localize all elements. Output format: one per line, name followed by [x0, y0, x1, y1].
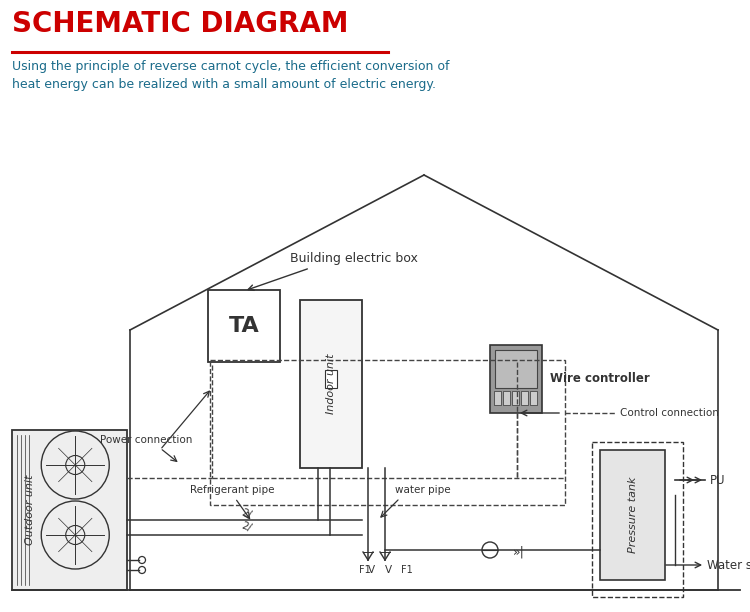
Text: 2/: 2/ [240, 521, 253, 534]
Text: Outdoor unit: Outdoor unit [25, 475, 35, 545]
Bar [495, 350, 537, 388]
Bar [208, 290, 280, 362]
Text: Wire controller: Wire controller [550, 373, 650, 386]
Bar [503, 391, 510, 405]
Text: Pressure tank: Pressure tank [628, 477, 638, 553]
Bar [325, 370, 337, 388]
Text: Control connection: Control connection [620, 408, 718, 418]
Bar [521, 391, 528, 405]
Text: V: V [368, 565, 374, 575]
Text: Refrigerant pipe: Refrigerant pipe [190, 485, 274, 495]
Bar [300, 300, 362, 468]
Bar [494, 391, 501, 405]
Text: F1: F1 [359, 565, 370, 575]
Bar [512, 391, 519, 405]
Bar [210, 360, 565, 505]
Text: 2/: 2/ [240, 507, 253, 520]
Text: Using the principle of reverse carnot cycle, the efficient conversion of: Using the principle of reverse carnot cy… [12, 60, 449, 73]
Bar [490, 345, 542, 413]
Bar [592, 442, 683, 597]
Text: Water supply: Water supply [707, 559, 750, 572]
Text: »|: »| [513, 545, 525, 559]
Text: SCHEMATIC DIAGRAM: SCHEMATIC DIAGRAM [12, 10, 349, 38]
Text: Building electric box: Building electric box [290, 252, 418, 265]
Text: water pipe: water pipe [395, 485, 451, 495]
Text: TA: TA [229, 316, 260, 336]
Text: PU: PU [710, 474, 725, 487]
Text: heat energy can be realized with a small amount of electric energy.: heat energy can be realized with a small… [12, 78, 436, 91]
Bar [530, 391, 537, 405]
Bar [600, 450, 665, 580]
Bar [12, 430, 127, 590]
Text: V: V [385, 565, 392, 575]
Text: Power connection: Power connection [100, 435, 192, 445]
Text: F1: F1 [401, 565, 412, 575]
Text: Indoor unit: Indoor unit [326, 354, 336, 414]
